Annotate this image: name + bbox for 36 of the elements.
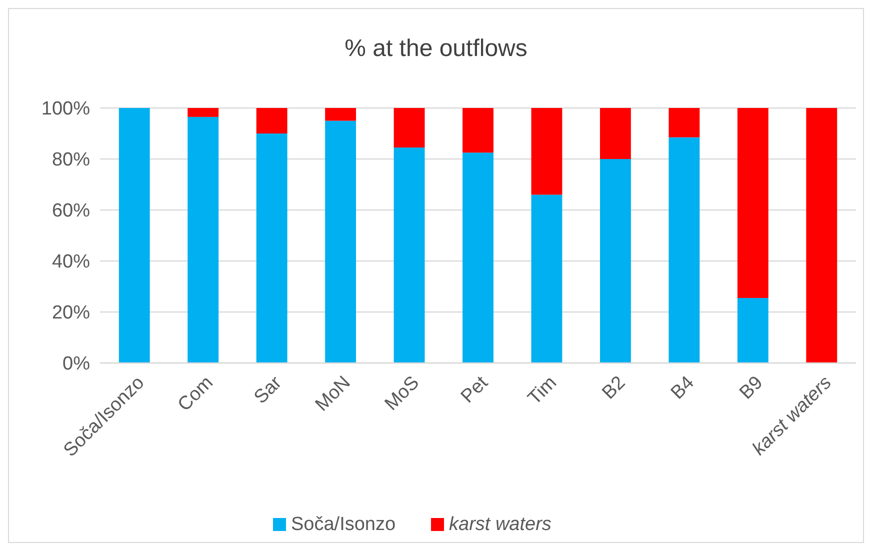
legend-label: karst waters (449, 514, 552, 535)
bar (188, 108, 219, 117)
x-tick-label: Tim (524, 372, 561, 410)
bar (394, 108, 425, 148)
bar (600, 159, 631, 363)
bar (325, 108, 356, 121)
bar (325, 120, 356, 363)
chart-title: % at the outflows (344, 35, 528, 62)
y-tick-label: 80% (52, 150, 90, 171)
y-tick-label: 100% (41, 98, 90, 120)
legend-label: Soča/Isonzo (291, 514, 396, 535)
bar (462, 152, 494, 363)
x-tick-label: B9 (736, 372, 768, 404)
bar (394, 148, 425, 363)
x-tick-label: B2 (598, 372, 630, 404)
bar (600, 108, 631, 159)
bar (118, 108, 150, 363)
x-tick-label: Sar (250, 372, 287, 408)
bar (256, 134, 288, 363)
bar (806, 108, 838, 363)
bar (668, 137, 700, 363)
bar (737, 298, 768, 363)
x-tick-label: Pet (457, 372, 493, 408)
x-tick-label: Com (174, 372, 218, 416)
bar (188, 116, 219, 363)
y-tick-label: 40% (52, 252, 90, 273)
bar (531, 108, 562, 195)
bar (737, 108, 768, 298)
bar (668, 108, 700, 138)
y-tick-label: 0% (62, 354, 90, 375)
bar (462, 108, 494, 153)
x-tick-label: B4 (667, 372, 699, 404)
bar (531, 194, 562, 363)
y-tick-label: 60% (52, 200, 90, 222)
y-tick-label: 20% (52, 302, 90, 324)
bar (256, 108, 288, 134)
